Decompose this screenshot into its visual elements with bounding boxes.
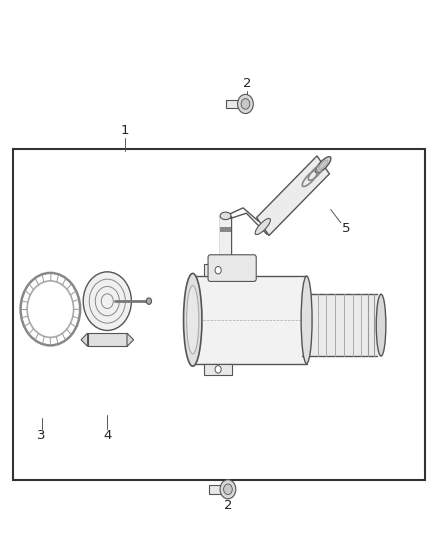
FancyBboxPatch shape <box>208 255 256 281</box>
FancyBboxPatch shape <box>215 261 237 281</box>
Ellipse shape <box>318 160 328 169</box>
Text: 4: 4 <box>103 430 112 442</box>
FancyBboxPatch shape <box>226 100 243 108</box>
Polygon shape <box>127 333 134 346</box>
Circle shape <box>215 366 221 373</box>
Circle shape <box>27 281 74 337</box>
Bar <box>302 294 381 356</box>
Ellipse shape <box>255 219 270 235</box>
Ellipse shape <box>184 273 202 366</box>
FancyBboxPatch shape <box>209 485 226 494</box>
Circle shape <box>223 484 232 495</box>
Circle shape <box>237 94 253 114</box>
Text: 2: 2 <box>243 77 252 90</box>
Ellipse shape <box>301 276 312 364</box>
Ellipse shape <box>184 276 201 364</box>
Ellipse shape <box>187 286 199 354</box>
Text: 1: 1 <box>120 124 129 137</box>
Ellipse shape <box>376 294 386 356</box>
Circle shape <box>146 298 152 304</box>
Ellipse shape <box>220 212 231 220</box>
FancyBboxPatch shape <box>13 149 425 480</box>
Text: 3: 3 <box>37 430 46 442</box>
Bar <box>220 227 231 232</box>
Circle shape <box>241 99 250 109</box>
Bar <box>204 264 232 276</box>
Bar <box>193 276 307 364</box>
Text: 5: 5 <box>342 222 350 235</box>
Text: 2: 2 <box>223 499 232 512</box>
Circle shape <box>220 480 236 499</box>
Circle shape <box>83 272 131 330</box>
Bar <box>204 364 232 375</box>
Ellipse shape <box>315 157 331 173</box>
Polygon shape <box>81 333 88 346</box>
Bar <box>88 333 127 346</box>
Circle shape <box>21 273 80 345</box>
Polygon shape <box>257 156 329 236</box>
Circle shape <box>215 266 221 274</box>
Bar <box>220 216 231 264</box>
